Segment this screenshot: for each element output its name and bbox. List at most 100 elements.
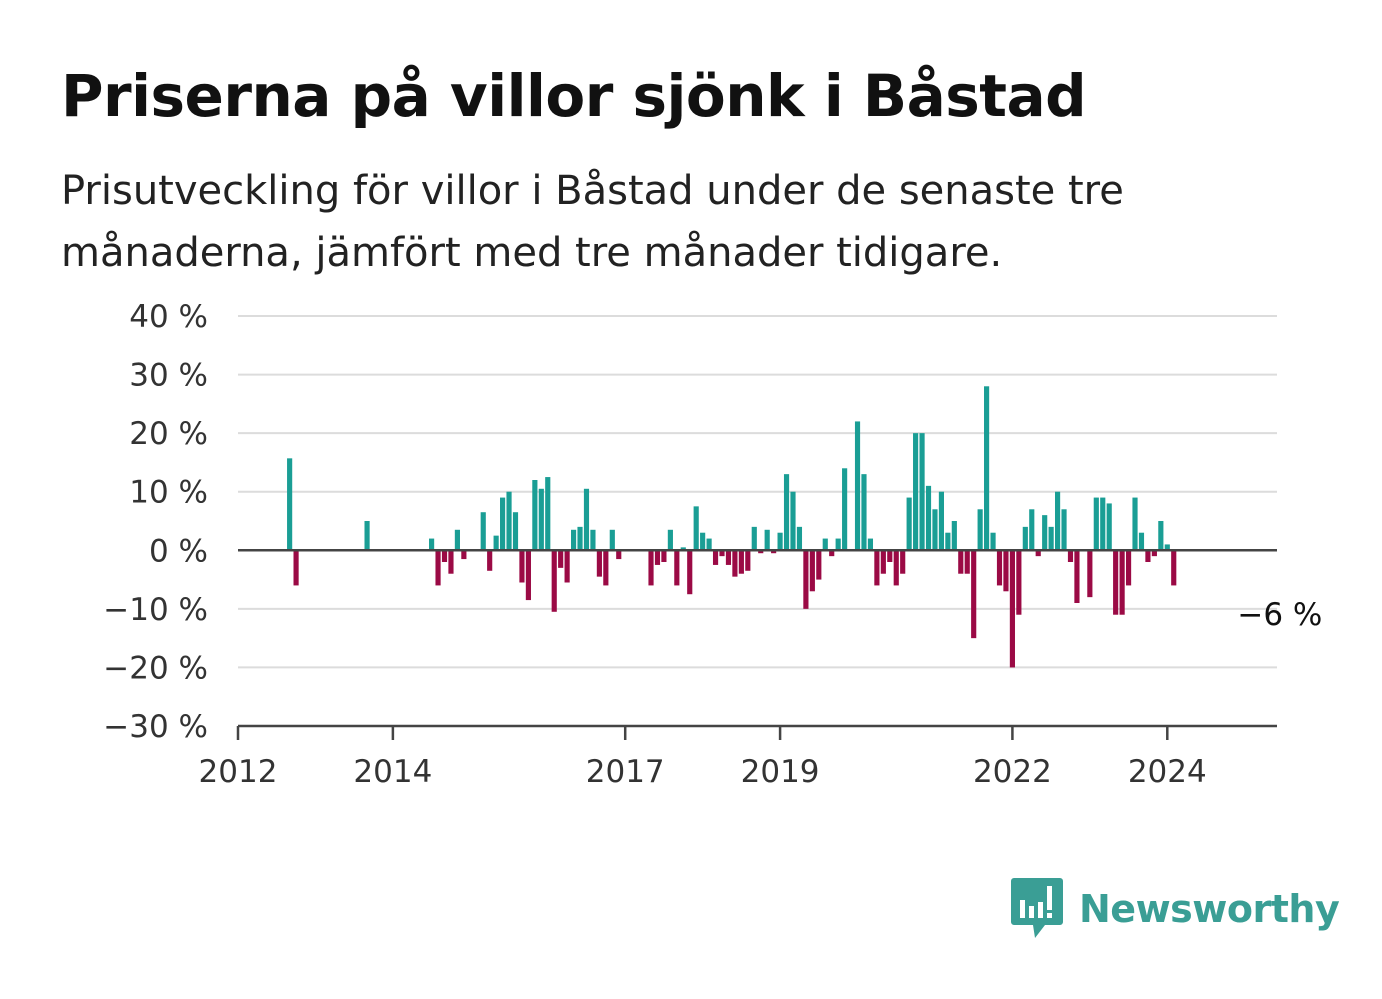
bar bbox=[1106, 503, 1112, 551]
bar bbox=[751, 526, 757, 551]
x-tick-label: 2024 bbox=[1128, 754, 1207, 790]
bar bbox=[932, 509, 938, 551]
bar bbox=[603, 550, 609, 586]
bar bbox=[1125, 550, 1132, 586]
bar bbox=[1132, 497, 1138, 551]
bar bbox=[945, 532, 951, 551]
axes bbox=[238, 549, 1277, 728]
bar bbox=[790, 491, 796, 551]
y-tick-label: −20 % bbox=[103, 650, 208, 686]
bar bbox=[577, 526, 583, 551]
bar bbox=[1067, 550, 1074, 562]
bar bbox=[525, 550, 531, 601]
bar bbox=[364, 521, 370, 551]
bar bbox=[616, 550, 622, 560]
bar bbox=[745, 550, 751, 571]
bar bbox=[835, 538, 841, 551]
gridlines bbox=[238, 315, 1277, 669]
bar bbox=[429, 538, 435, 551]
bar bbox=[654, 550, 661, 565]
bar bbox=[461, 550, 467, 560]
bar bbox=[725, 550, 732, 565]
bar bbox=[1087, 550, 1093, 598]
bar bbox=[783, 474, 790, 551]
annotations: −6 % bbox=[1237, 597, 1322, 633]
bar bbox=[545, 477, 551, 551]
bar bbox=[493, 535, 499, 551]
bar bbox=[1093, 497, 1099, 551]
bar bbox=[1035, 550, 1041, 557]
bar bbox=[1009, 550, 1015, 668]
bar bbox=[880, 550, 886, 574]
y-tick-label: 0 % bbox=[149, 533, 208, 569]
y-axis-labels: 40 % 30 % 20 % 10 % 0 % −10 % −20 % −30 % bbox=[103, 299, 208, 745]
bar bbox=[687, 550, 693, 595]
bar bbox=[1003, 550, 1009, 592]
bar bbox=[938, 491, 944, 551]
bar bbox=[925, 485, 932, 551]
bar bbox=[1145, 550, 1151, 562]
x-tick-label: 2019 bbox=[741, 754, 820, 790]
last-value-label: −6 % bbox=[1237, 597, 1322, 633]
bar bbox=[777, 532, 783, 551]
x-tick-label: 2012 bbox=[199, 754, 278, 790]
bar bbox=[900, 550, 906, 574]
bar bbox=[571, 529, 577, 551]
bar bbox=[867, 538, 874, 551]
brand-name: Newsworthy bbox=[1079, 887, 1340, 931]
bar bbox=[1074, 550, 1080, 603]
bar bbox=[441, 550, 448, 562]
bar bbox=[609, 529, 615, 551]
bar bbox=[480, 512, 486, 551]
bar bbox=[454, 529, 460, 551]
bar bbox=[596, 550, 602, 577]
x-tick-label: 2017 bbox=[586, 754, 665, 790]
bar bbox=[996, 550, 1003, 586]
bar bbox=[1151, 550, 1157, 557]
bar bbox=[287, 458, 293, 551]
y-tick-label: 20 % bbox=[129, 416, 208, 452]
bar bbox=[977, 509, 983, 551]
bar bbox=[829, 550, 835, 557]
newsworthy-logo-icon bbox=[1011, 878, 1063, 938]
bar bbox=[590, 529, 596, 551]
bar bbox=[764, 529, 770, 551]
bar bbox=[487, 550, 493, 571]
bar bbox=[512, 512, 519, 551]
bar bbox=[803, 550, 809, 609]
bar bbox=[990, 532, 996, 551]
bar bbox=[1164, 544, 1170, 551]
bar bbox=[1042, 515, 1048, 551]
y-tick-label: 40 % bbox=[129, 299, 208, 335]
bar bbox=[842, 468, 848, 551]
bar bbox=[719, 550, 725, 557]
bar bbox=[964, 550, 970, 574]
bar bbox=[648, 550, 654, 586]
bar bbox=[809, 550, 815, 592]
bar bbox=[667, 529, 673, 551]
bar bbox=[564, 550, 570, 583]
bar bbox=[984, 386, 990, 551]
bar bbox=[558, 550, 564, 568]
bar bbox=[506, 491, 512, 551]
bar bbox=[861, 474, 867, 551]
bar bbox=[583, 488, 590, 551]
x-axis-labels: 2012 2014 2017 2019 2022 2024 bbox=[199, 726, 1207, 790]
y-tick-label: 10 % bbox=[129, 475, 208, 511]
bar bbox=[1171, 550, 1177, 586]
bar bbox=[887, 550, 893, 562]
bar bbox=[1138, 532, 1145, 551]
bar bbox=[1113, 550, 1119, 615]
bar bbox=[551, 550, 557, 612]
bar bbox=[680, 547, 686, 551]
bar bbox=[796, 526, 803, 551]
bar bbox=[435, 550, 441, 586]
bar bbox=[500, 497, 506, 551]
bar bbox=[1029, 509, 1035, 551]
bar bbox=[1158, 521, 1164, 551]
chart-title: Priserna på villor sjönk i Båstad bbox=[61, 62, 1087, 130]
bar bbox=[913, 433, 919, 551]
bar bbox=[919, 433, 925, 551]
bar bbox=[293, 550, 299, 586]
